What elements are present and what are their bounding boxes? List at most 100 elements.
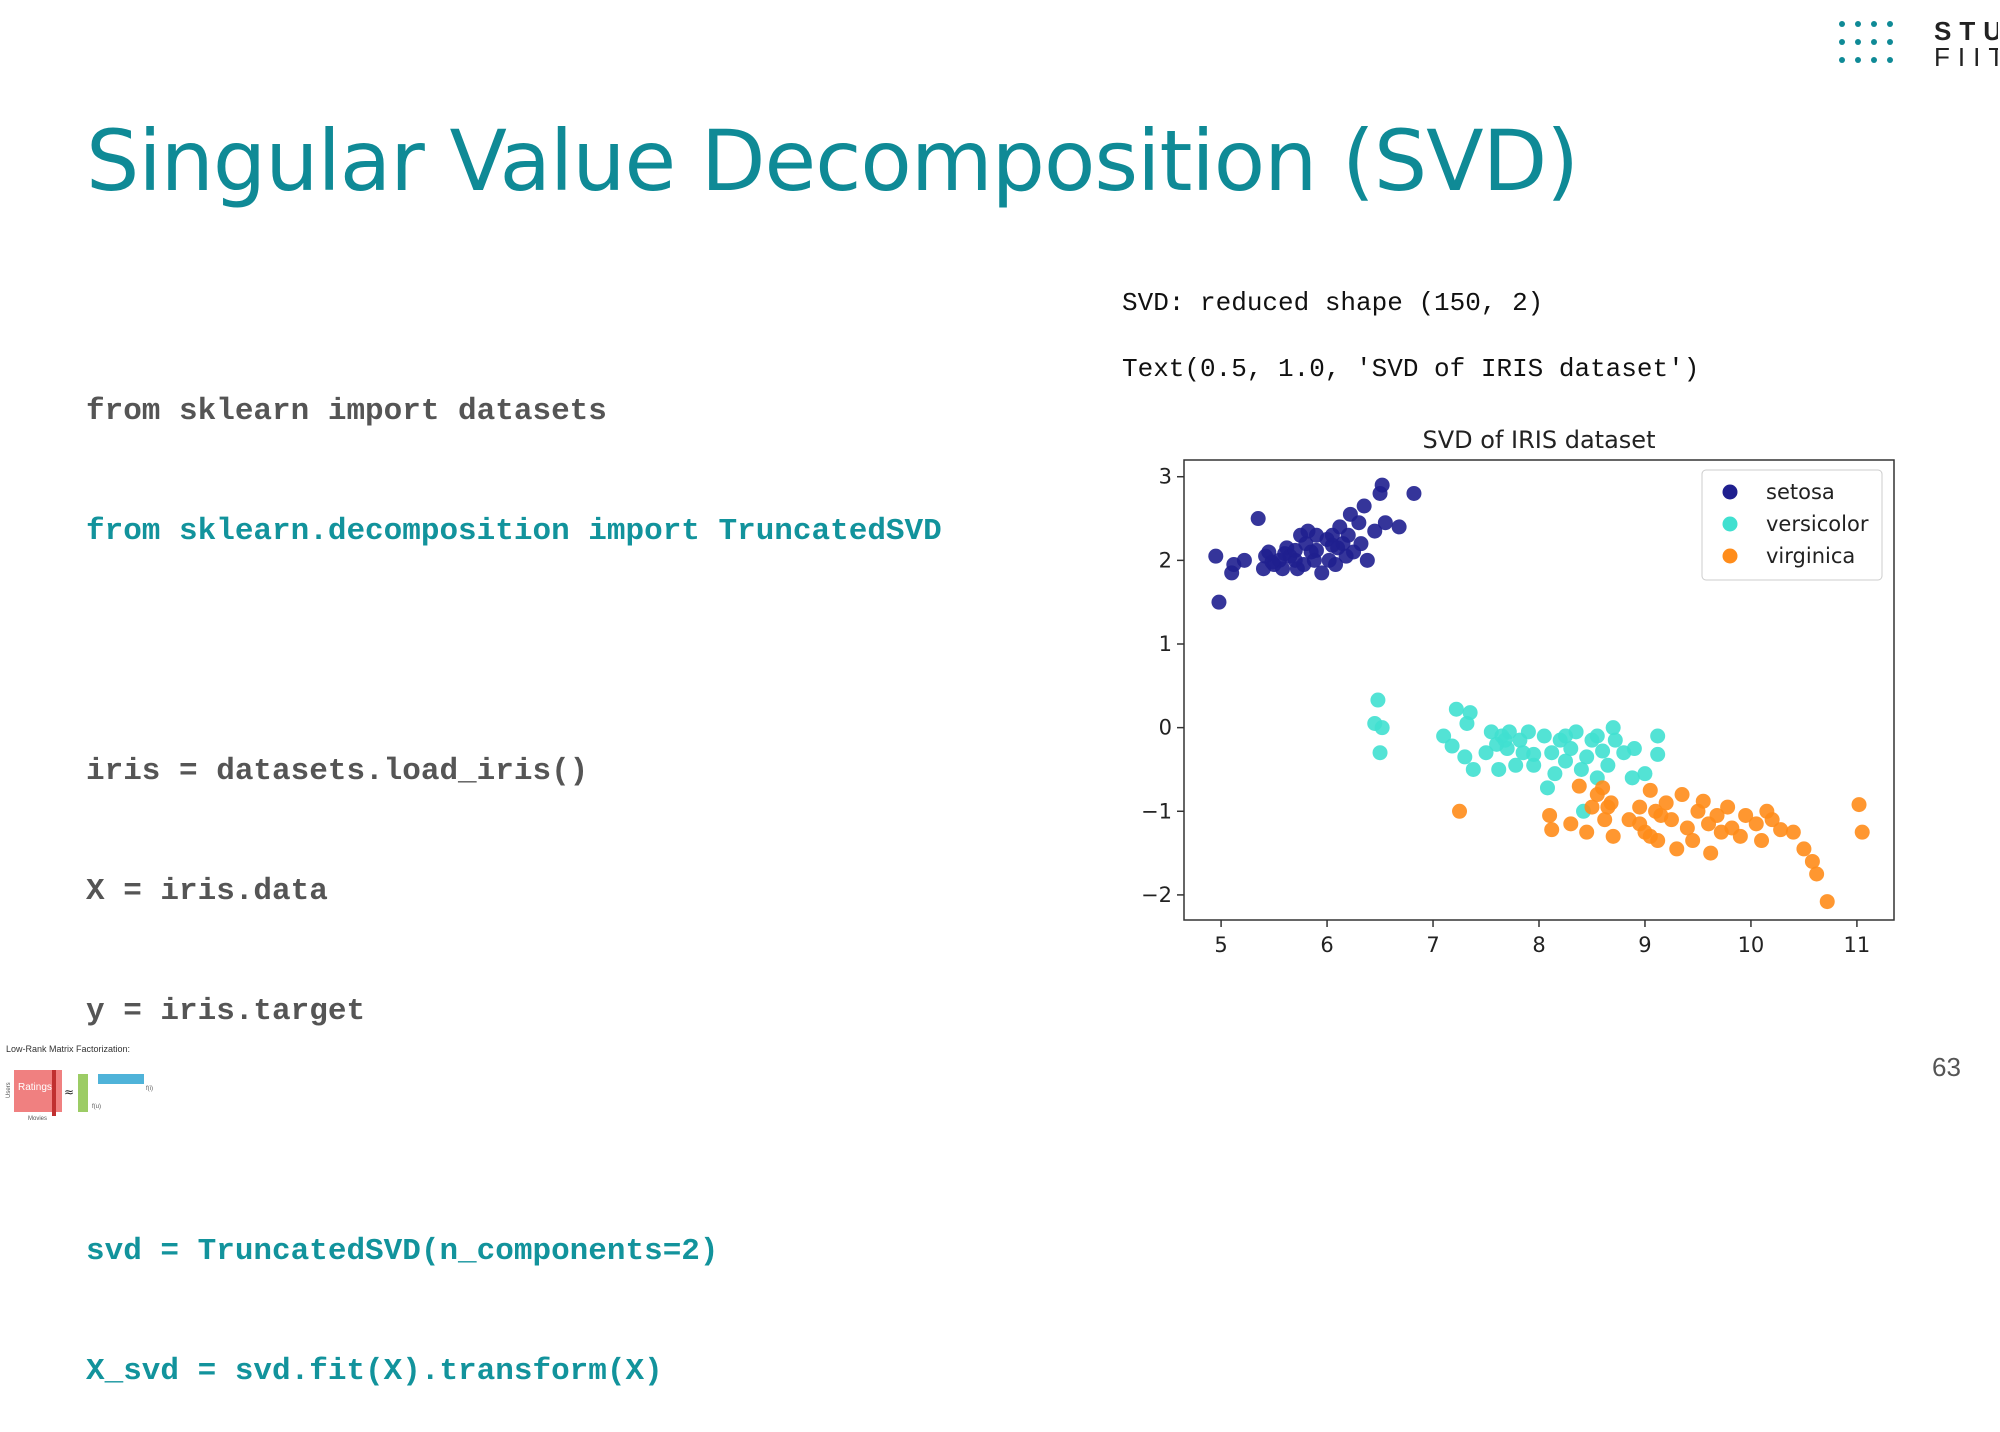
versicolor-point — [1374, 720, 1390, 736]
ratings-bar — [52, 1070, 56, 1116]
logo-line2: FIIT — [1934, 42, 1998, 72]
virginica-point — [1542, 807, 1558, 823]
setosa-point — [1328, 557, 1344, 573]
thumbnail-users-label: Users — [6, 1082, 12, 1098]
versicolor-point — [1462, 705, 1478, 721]
virginica-point — [1584, 799, 1600, 815]
thumbnail-ratings-label: Ratings — [18, 1082, 52, 1093]
virginica-point — [1804, 853, 1820, 869]
versicolor-point — [1650, 746, 1666, 762]
versicolor-point — [1520, 724, 1536, 740]
versicolor-point — [1595, 743, 1611, 759]
code-line: svd = TruncatedSVD(n_components=2) — [86, 1234, 719, 1269]
setosa-point — [1377, 515, 1393, 531]
versicolor-point — [1605, 720, 1621, 736]
setosa-point — [1324, 537, 1340, 553]
virginica-point — [1695, 793, 1711, 809]
matrix-factorization-thumbnail: Low-Rank Matrix Factorization: Users Rat… — [4, 1040, 154, 1122]
legend-box — [1701, 469, 1883, 581]
virginica-point — [1748, 816, 1764, 832]
setosa-point — [1287, 542, 1303, 558]
setosa-point — [1391, 519, 1407, 535]
slide-title: Singular Value Decomposition (SVD) — [86, 112, 1579, 210]
y-tick-label: 0 — [1159, 716, 1172, 740]
versicolor-point — [1557, 753, 1573, 769]
versicolor-point — [1457, 749, 1473, 765]
logo-dots-icon: STU FIIT — [1839, 16, 2000, 72]
virginica-point — [1605, 828, 1621, 844]
virginica-point — [1642, 828, 1658, 844]
thumbnail-movies-label: Movies — [28, 1116, 47, 1122]
versicolor-point — [1607, 732, 1623, 748]
setosa-point — [1314, 565, 1330, 581]
virginica-point — [1819, 894, 1835, 910]
virginica-point — [1563, 816, 1579, 832]
thumbnail-caption: Low-Rank Matrix Factorization: — [6, 1044, 130, 1054]
versicolor-point — [1370, 692, 1386, 708]
legend-marker — [1722, 516, 1738, 532]
setosa-point — [1353, 536, 1369, 552]
virginica-point — [1759, 803, 1775, 819]
versicolor-point — [1497, 732, 1513, 748]
versicolor-point — [1526, 746, 1542, 762]
virginica-point — [1642, 782, 1658, 798]
versicolor-point — [1600, 757, 1616, 773]
thumbnail-fi: f(i) — [146, 1086, 153, 1092]
legend-label: virginica — [1766, 544, 1855, 568]
setosa-point — [1340, 527, 1356, 543]
virginica-point — [1685, 833, 1701, 849]
versicolor-point — [1478, 745, 1494, 761]
thumbnail-approx: ≈ — [64, 1085, 74, 1099]
setosa-point — [1250, 511, 1266, 527]
versicolor-point — [1589, 728, 1605, 744]
virginica-point — [1854, 824, 1870, 840]
legend-label: versicolor — [1766, 512, 1869, 536]
virginica-point — [1632, 816, 1648, 832]
setosa-point — [1208, 548, 1224, 564]
logo-line1: STU — [1934, 18, 1998, 46]
setosa-point — [1356, 498, 1372, 514]
versicolor-point — [1526, 757, 1542, 773]
virginica-point — [1732, 828, 1748, 844]
versicolor-point — [1444, 738, 1460, 754]
virginica-point — [1674, 787, 1690, 803]
setosa-point — [1359, 552, 1375, 568]
versicolor-point — [1579, 749, 1595, 765]
virginica-point — [1544, 822, 1560, 838]
x-tick-label: 9 — [1638, 933, 1651, 957]
virginica-point — [1658, 795, 1674, 811]
virginica-point — [1597, 812, 1613, 828]
stu-fiit-logo: STU FIIT — [1838, 16, 2000, 74]
versicolor-point — [1563, 741, 1579, 757]
x-tick-label: 5 — [1214, 933, 1227, 957]
page-number: 63 — [1932, 1052, 1961, 1082]
versicolor-point — [1544, 745, 1560, 761]
virginica-point — [1679, 820, 1695, 836]
versicolor-point — [1448, 701, 1464, 717]
virginica-point — [1703, 845, 1719, 861]
code-line: X = iris.data — [86, 874, 328, 909]
versicolor-point — [1491, 761, 1507, 777]
legend-marker — [1722, 484, 1738, 500]
legend-label: setosa — [1766, 480, 1835, 504]
setosa-point — [1236, 552, 1252, 568]
virginica-point — [1738, 807, 1754, 823]
x-tick-label: 10 — [1738, 933, 1765, 957]
virginica-point — [1452, 803, 1468, 819]
code-line — [86, 632, 942, 672]
versicolor-point — [1372, 745, 1388, 761]
setosa-point — [1351, 515, 1367, 531]
setosa-point — [1211, 594, 1227, 610]
user-factor-matrix — [78, 1074, 88, 1112]
virginica-point — [1579, 824, 1595, 840]
setosa-point — [1374, 477, 1390, 493]
y-tick-label: 2 — [1159, 548, 1172, 572]
versicolor-point — [1650, 728, 1666, 744]
x-tick-label: 8 — [1532, 933, 1545, 957]
code-line: iris = datasets.load_iris() — [86, 754, 589, 789]
code-line: from sklearn import datasets — [86, 394, 607, 429]
x-tick-label: 7 — [1426, 933, 1439, 957]
virginica-point — [1669, 841, 1685, 857]
versicolor-point — [1536, 728, 1552, 744]
